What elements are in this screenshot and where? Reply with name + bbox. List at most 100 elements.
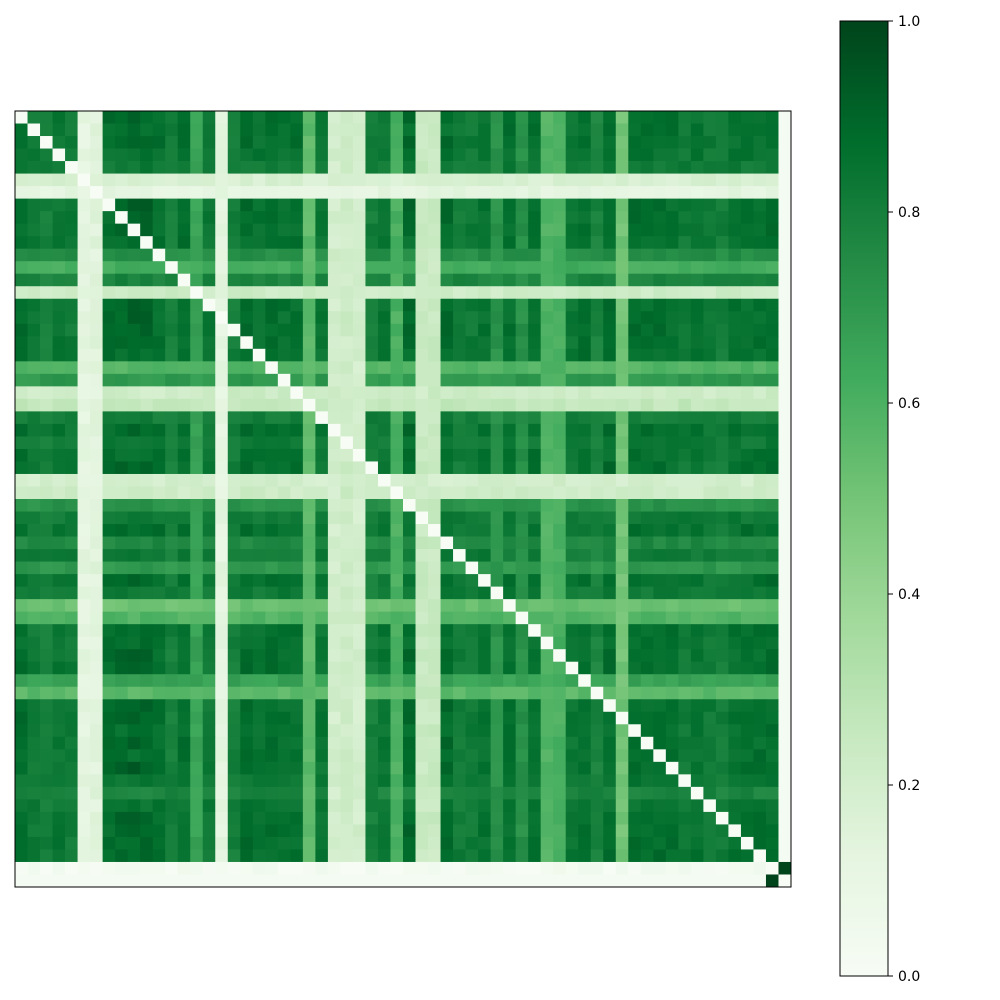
heatmap-cell [640, 173, 654, 187]
heatmap-cell [590, 161, 604, 174]
heatmap-cell [177, 611, 191, 625]
heatmap-cell [40, 473, 53, 487]
heatmap-cell [578, 724, 592, 738]
heatmap-cell [440, 398, 454, 412]
heatmap-cell [528, 373, 542, 387]
heatmap-cell [540, 348, 554, 362]
heatmap-cell [653, 386, 667, 400]
heatmap-cell [90, 461, 104, 475]
heatmap-cell [240, 461, 254, 475]
heatmap-cell [528, 336, 542, 350]
heatmap-cell [765, 611, 779, 625]
heatmap-cell [15, 173, 28, 187]
heatmap-cell [753, 574, 767, 588]
heatmap-cell [540, 136, 554, 149]
heatmap-cell [453, 411, 466, 425]
heatmap-cell [715, 198, 729, 212]
heatmap-cell [202, 373, 216, 387]
heatmap-cell [227, 373, 241, 387]
heatmap-cell [302, 186, 316, 200]
heatmap-cell [265, 599, 279, 613]
heatmap-cell [428, 661, 441, 675]
heatmap-cell [115, 574, 129, 588]
heatmap-cell [478, 624, 492, 638]
heatmap-cell [653, 336, 667, 350]
heatmap-cell [102, 724, 116, 738]
heatmap-cell [90, 549, 104, 562]
heatmap-cell [578, 311, 592, 325]
heatmap-cell [77, 574, 91, 588]
heatmap-cell [90, 624, 104, 638]
heatmap-cell [453, 248, 466, 262]
heatmap-cell [615, 473, 629, 487]
heatmap-cell [628, 398, 642, 412]
heatmap-cell [778, 649, 792, 663]
heatmap-cell [653, 398, 667, 412]
heatmap-cell [15, 511, 28, 525]
colorbar-tick-label: 0.0 [898, 969, 920, 985]
heatmap-cell [127, 161, 141, 174]
heatmap-cell [540, 561, 554, 575]
heatmap-cell [352, 661, 366, 675]
heatmap-cell [640, 136, 654, 149]
heatmap-cell [740, 173, 754, 187]
heatmap-cell [765, 448, 779, 462]
heatmap-cell [390, 473, 404, 487]
heatmap-cell [227, 511, 241, 525]
heatmap-cell [227, 186, 241, 200]
heatmap-cell [277, 348, 291, 362]
heatmap-cell [152, 699, 166, 713]
heatmap-cell [665, 511, 679, 525]
heatmap-cell [390, 398, 404, 412]
heatmap-cell [390, 561, 404, 575]
heatmap-cell [503, 211, 517, 225]
heatmap-cell [540, 624, 554, 638]
heatmap-cell [327, 111, 341, 124]
heatmap-cell [603, 348, 617, 362]
heatmap-cell [578, 173, 592, 187]
heatmap-cell [528, 261, 542, 275]
heatmap-cell [152, 348, 166, 362]
heatmap-cell [265, 448, 279, 462]
heatmap-cell [540, 273, 554, 287]
heatmap-cell [15, 148, 28, 162]
heatmap-cell [415, 236, 429, 250]
heatmap-cell [40, 148, 53, 162]
heatmap-cell [678, 699, 692, 713]
heatmap-cell [628, 499, 642, 512]
heatmap-cell [327, 423, 341, 437]
heatmap-cell [277, 561, 291, 575]
heatmap-cell [565, 311, 579, 325]
heatmap-cell [315, 236, 329, 250]
heatmap-cell [715, 661, 729, 675]
heatmap-cell [127, 361, 141, 375]
heatmap-cell [77, 123, 91, 137]
heatmap-cell [177, 699, 191, 713]
heatmap-cell [40, 724, 53, 738]
heatmap-cell [478, 211, 492, 225]
heatmap-cell [590, 211, 604, 225]
heatmap-cell [728, 611, 742, 625]
heatmap-cell [177, 323, 191, 337]
heatmap-cell [115, 436, 129, 450]
heatmap-cell [177, 536, 191, 550]
heatmap-cell [753, 211, 767, 225]
heatmap-cell [290, 211, 304, 225]
heatmap-cell [753, 611, 767, 625]
heatmap-cell [265, 261, 279, 275]
heatmap-cell [115, 736, 129, 750]
heatmap-cell [540, 411, 554, 425]
heatmap-cell [215, 611, 229, 625]
heatmap-cell [403, 436, 416, 450]
heatmap-cell [665, 248, 679, 262]
heatmap-cell [390, 361, 404, 375]
heatmap-cell [302, 574, 316, 588]
heatmap-cell [478, 486, 492, 500]
heatmap-cell [690, 136, 704, 149]
heatmap-cell [152, 123, 166, 137]
heatmap-cell [578, 298, 592, 312]
heatmap-cell [390, 123, 404, 137]
heatmap-cell [127, 273, 141, 287]
heatmap-cell [190, 724, 204, 738]
